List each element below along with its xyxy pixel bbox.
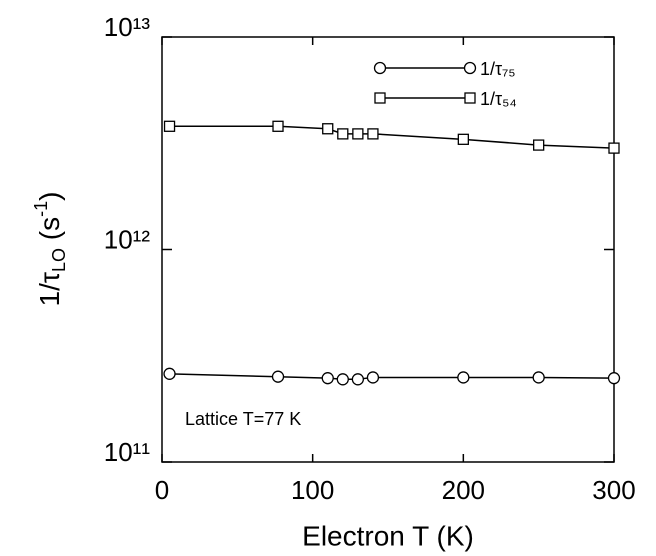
annotation: Lattice T=77 K	[185, 409, 301, 429]
legend-marker	[373, 61, 387, 75]
marker	[351, 373, 365, 386]
marker	[607, 372, 621, 385]
x-axis-label: Electron T (K)	[302, 520, 474, 551]
y-axis-label: 1/τLO (s-1)	[31, 192, 69, 307]
plot-frame	[161, 36, 615, 463]
y-axis-label-part: )	[34, 192, 65, 201]
x-tick-label: 300	[592, 475, 635, 505]
y-tick-label: 10¹³	[104, 12, 151, 42]
series-line	[169, 373, 615, 381]
marker	[271, 370, 285, 383]
series-line	[169, 125, 615, 149]
y-tick-label: 10¹¹	[104, 437, 151, 467]
marker	[321, 372, 334, 385]
legend-marker	[463, 61, 477, 75]
legend-marker	[374, 92, 386, 104]
x-tick-label: 200	[442, 475, 485, 505]
y-axis-label-part: -1	[31, 201, 51, 217]
marker	[533, 139, 545, 151]
marker	[608, 142, 620, 154]
x-tick-label: 100	[291, 475, 334, 505]
x-tick-label: 0	[155, 475, 169, 505]
marker	[163, 367, 176, 380]
marker	[322, 123, 334, 135]
marker	[367, 128, 379, 140]
marker	[163, 120, 176, 132]
marker	[272, 120, 284, 132]
marker	[352, 128, 364, 140]
y-axis-label-part: LO	[49, 248, 69, 272]
legend-label: 1/τ₇₅	[480, 59, 516, 79]
legend-label: 1/τ₅₄	[480, 89, 517, 109]
marker	[337, 128, 349, 140]
y-axis-label-part: (s	[34, 217, 65, 248]
legend-marker	[464, 92, 476, 104]
marker	[457, 133, 469, 145]
marker	[532, 371, 545, 384]
marker	[336, 373, 349, 386]
y-axis-label-part: 1/τ	[34, 272, 65, 306]
marker	[457, 371, 470, 384]
y-tick-label: 10¹²	[104, 224, 151, 254]
marker	[366, 371, 380, 384]
